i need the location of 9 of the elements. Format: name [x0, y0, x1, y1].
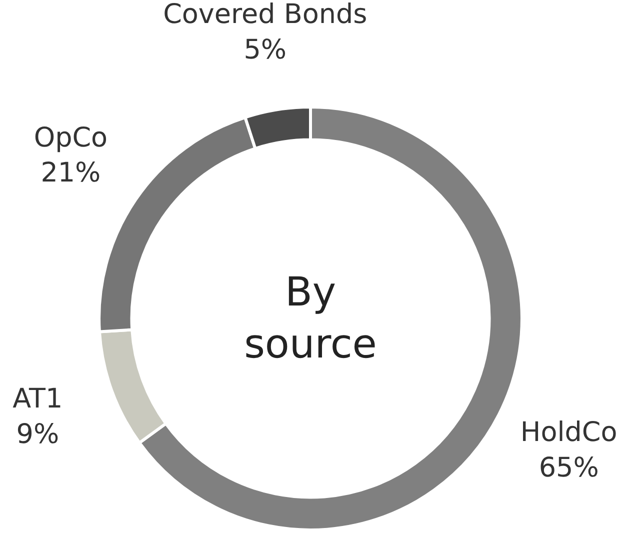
- data-label: 5%: [244, 34, 287, 66]
- text: By source: [244, 269, 377, 368]
- data-label: 21%: [40, 158, 101, 189]
- slice-label: OpCo: [34, 122, 108, 154]
- data-label: 9%: [16, 418, 60, 450]
- data-label: 65%: [538, 452, 599, 484]
- slice-label: AT1: [12, 384, 63, 415]
- slice-label: Covered Bonds: [163, 0, 368, 30]
- slice-label: HoldCo: [520, 416, 618, 448]
